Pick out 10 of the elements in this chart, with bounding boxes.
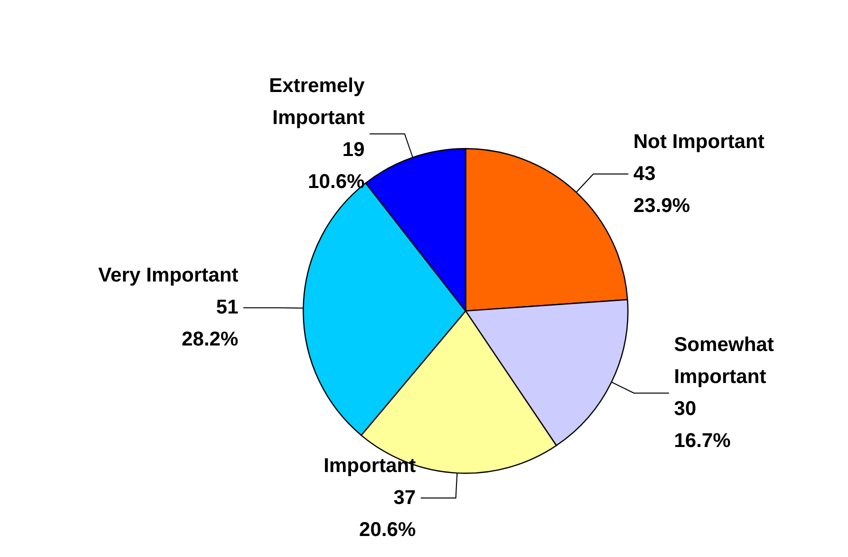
data-label: 19 10.6%: [308, 138, 365, 193]
slice-label: Important: [324, 455, 416, 478]
data-label: 51 28.2%: [182, 296, 239, 351]
slice-label: Somewhat Important: [674, 334, 774, 388]
data-label: 37 20.6%: [359, 487, 416, 542]
slice-label: Not Important: [633, 130, 765, 153]
data-label: 43 23.9%: [633, 162, 690, 217]
data-label: 30 16.7%: [674, 398, 731, 452]
slice-label: Very Important: [98, 264, 239, 287]
slice-label: Extremely Important: [268, 74, 366, 129]
